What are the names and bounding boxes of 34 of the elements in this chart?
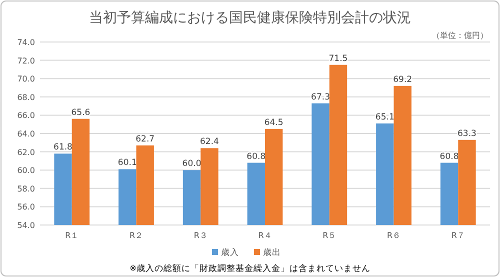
text: （単位：億円）: [432, 31, 488, 40]
data-label: 65.1: [375, 112, 394, 122]
y-tick-label: 70.0: [17, 74, 35, 84]
y-tick-label: 72.0: [17, 56, 35, 66]
data-label: 62.4: [200, 137, 219, 148]
data-label: 69.2: [393, 74, 412, 85]
x-tick-label: R４: [258, 231, 272, 240]
data-label: 60.8: [246, 152, 266, 162]
x-tick-label: R１: [65, 231, 79, 240]
y-tick-label: 66.0: [17, 111, 35, 120]
data-label: 64.5: [264, 118, 284, 128]
x-tick-label: R５: [322, 231, 336, 240]
y-tick-label: 68.0: [17, 92, 35, 102]
x-tick-label: R３: [194, 231, 208, 240]
y-tick-label: 56.0: [17, 202, 35, 212]
x-tick-label: R６: [386, 231, 401, 240]
x-tick-label: R２: [129, 231, 144, 240]
data-label: 61.8: [54, 142, 72, 153]
y-tick-label: 54.0: [17, 221, 35, 230]
data-label: 71.5: [328, 54, 348, 64]
legend-label: 歳出: [263, 247, 281, 258]
y-tick-label: 74.0: [17, 38, 35, 47]
data-label: 67.3: [311, 92, 330, 102]
legend-label: 歳入: [221, 247, 239, 258]
chart-title: 当初予算編成における国民健康保険特別会計の状況: [89, 10, 411, 26]
x-tick-label: R７: [451, 231, 465, 240]
y-tick-label: 60.0: [17, 166, 35, 176]
y-tick-label: 62.0: [17, 148, 35, 157]
y-tick-label: 58.0: [17, 184, 35, 194]
data-label: 65.6: [71, 108, 90, 118]
text: ※歳入の総額に「財政調整基金繰入金」は含まれていません: [129, 263, 371, 274]
data-label: 63.3: [458, 128, 476, 139]
data-label: 62.7: [136, 134, 155, 144]
y-tick-label: 64.0: [17, 130, 35, 138]
